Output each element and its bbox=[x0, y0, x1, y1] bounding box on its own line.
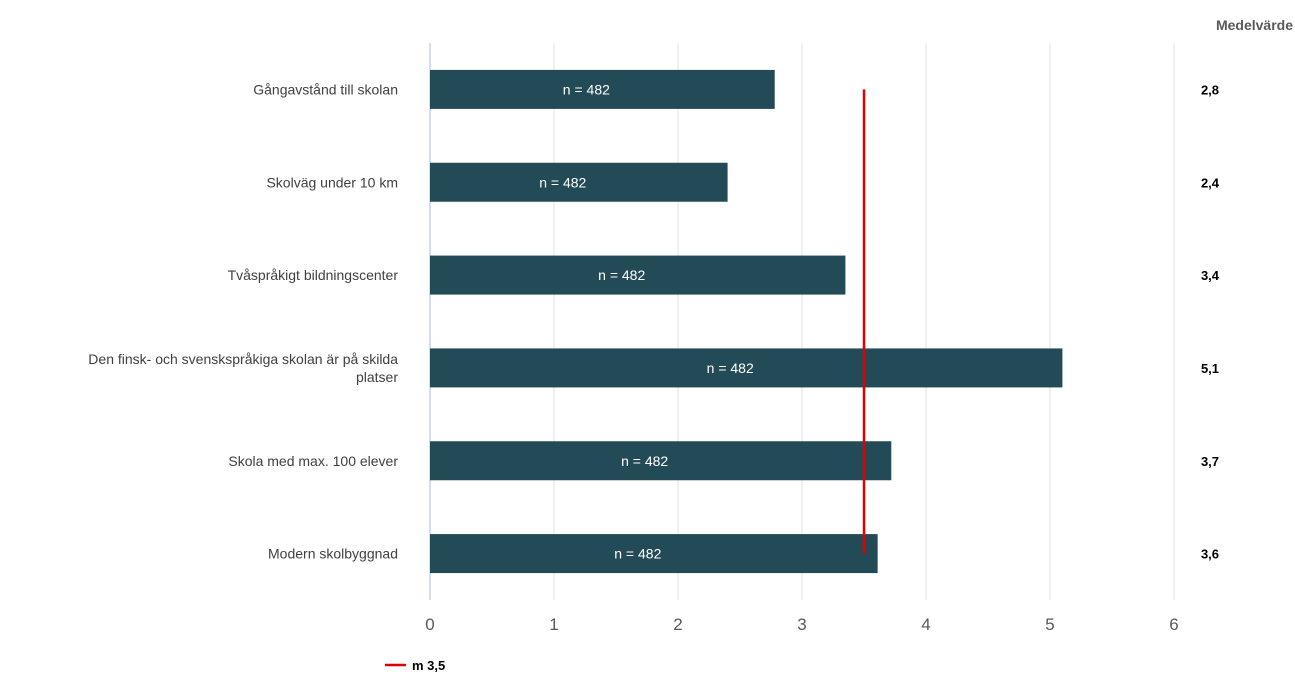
category-label: Tvåspråkigt bildningscenter bbox=[228, 267, 399, 283]
bar-n-label: n = 482 bbox=[621, 453, 668, 469]
x-tick-label: 2 bbox=[673, 615, 682, 634]
bar bbox=[430, 348, 1063, 388]
x-tick-label: 0 bbox=[425, 615, 434, 634]
mean-value: 3,6 bbox=[1201, 547, 1219, 562]
mean-values-column: Medelvärde 2,8 2,4 3,4 5,1 3,7 3,6 bbox=[1201, 17, 1293, 562]
mean-value: 3,7 bbox=[1201, 454, 1219, 469]
x-tick-label: 3 bbox=[797, 615, 806, 634]
mean-value: 5,1 bbox=[1201, 361, 1219, 376]
mean-value: 3,4 bbox=[1201, 268, 1220, 283]
category-label: Gångavstånd till skolan bbox=[253, 81, 398, 97]
bar-n-label: n = 482 bbox=[707, 360, 754, 376]
x-tick-label: 1 bbox=[549, 615, 558, 634]
category-label: Den finsk- och svenskspråkiga skolan är … bbox=[88, 351, 398, 385]
bar bbox=[430, 441, 892, 481]
bar-n-label: n = 482 bbox=[614, 546, 661, 562]
x-tick-label: 6 bbox=[1169, 615, 1178, 634]
bar bbox=[430, 69, 775, 109]
x-tick-label: 4 bbox=[921, 615, 930, 634]
mean-value: 2,8 bbox=[1201, 82, 1219, 97]
bar-n-label: n = 482 bbox=[598, 267, 645, 283]
bars: n = 482 n = 482 n = 482 n = 482 n = 482 n = 4… bbox=[430, 69, 1063, 574]
category-label: Skolväg under 10 km bbox=[266, 174, 398, 190]
category-label: Skola med max. 100 elever bbox=[228, 453, 398, 469]
x-axis-ticks: 0 1 2 3 4 5 6 bbox=[425, 615, 1178, 634]
legend: m 3,5 bbox=[385, 658, 445, 673]
bar-n-label: n = 482 bbox=[539, 174, 586, 190]
bar-n-label: n = 482 bbox=[563, 81, 610, 97]
bar bbox=[430, 534, 878, 574]
gridlines bbox=[429, 43, 1175, 600]
bar bbox=[430, 162, 728, 202]
x-tick-label: 5 bbox=[1045, 615, 1054, 634]
mean-column-header: Medelvärde bbox=[1216, 17, 1293, 33]
bar bbox=[430, 255, 846, 295]
mean-value: 2,4 bbox=[1201, 175, 1220, 190]
legend-label: m 3,5 bbox=[412, 658, 445, 673]
category-label: Modern skolbyggnad bbox=[268, 546, 398, 562]
category-labels: Gångavstånd till skolan Skolväg under 10 … bbox=[88, 81, 398, 561]
